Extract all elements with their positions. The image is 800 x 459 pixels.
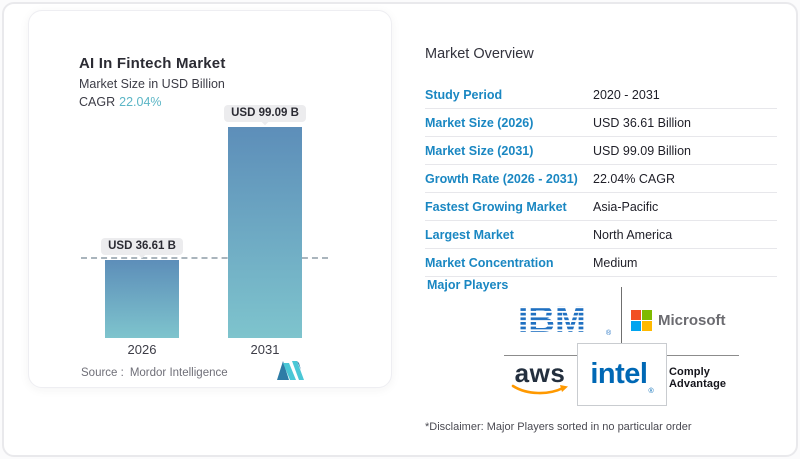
disclaimer-text: *Disclaimer: Major Players sorted in no … bbox=[425, 421, 692, 433]
row-value: 22.04% CAGR bbox=[593, 171, 675, 186]
bar-2026 bbox=[105, 260, 179, 338]
bar-group-2031: USD 99.09 B bbox=[224, 105, 306, 338]
row-label: Growth Rate (2026 - 2031) bbox=[425, 171, 578, 186]
microsoft-wordmark: Microsoft bbox=[658, 312, 726, 329]
logo-horizontal-divider-left bbox=[504, 355, 577, 356]
market-size-chart-card: AI In Fintech Market Market Size in USD … bbox=[28, 10, 392, 388]
row-value: USD 36.61 Billion bbox=[593, 115, 691, 130]
microsoft-logo: Microsoft bbox=[631, 310, 726, 331]
logo-vertical-divider bbox=[621, 287, 622, 343]
major-players-label: Major Players bbox=[427, 278, 509, 292]
row-label: Fastest Growing Market bbox=[425, 199, 567, 214]
mordor-intelligence-logo-icon bbox=[277, 361, 304, 380]
row-value: 2020 - 2031 bbox=[593, 87, 660, 102]
bar-group-2026: USD 36.61 B bbox=[101, 238, 183, 338]
table-row-fastest-growing-market: Fastest Growing Market Asia-Pacific bbox=[425, 193, 777, 221]
table-row-market-size-2026: Market Size (2026) USD 36.61 Billion bbox=[425, 109, 777, 137]
overview-table: Study Period 2020 - 2031 Market Size (20… bbox=[425, 81, 777, 277]
cagr-label: CAGR bbox=[79, 95, 116, 109]
source-line: Source : Mordor Intelligence bbox=[81, 367, 228, 379]
row-value: Asia-Pacific bbox=[593, 199, 659, 214]
cagr-value: 22.04% bbox=[119, 95, 162, 109]
chart-title: AI In Fintech Market bbox=[79, 55, 226, 72]
intel-logo: intel ® bbox=[577, 343, 667, 406]
table-row-largest-market: Largest Market North America bbox=[425, 221, 777, 249]
source-label: Source : bbox=[81, 367, 124, 379]
row-label: Market Concentration bbox=[425, 255, 554, 270]
logo-horizontal-divider-right bbox=[665, 355, 739, 356]
aws-wordmark: aws bbox=[514, 358, 566, 388]
row-label: Largest Market bbox=[425, 227, 514, 242]
ibm-registered-mark: ® bbox=[606, 330, 612, 337]
comply-advantage-line1: Comply bbox=[669, 366, 710, 378]
reference-dashed-line bbox=[81, 257, 328, 259]
row-label: Study Period bbox=[425, 87, 503, 102]
x-axis-label-2026: 2026 bbox=[127, 342, 157, 357]
bar-value-badge-2031: USD 99.09 B bbox=[224, 105, 306, 122]
bar-2031 bbox=[228, 127, 302, 338]
row-label: Market Size (2026) bbox=[425, 115, 534, 130]
overview-heading: Market Overview bbox=[425, 46, 534, 62]
intel-registered-mark: ® bbox=[648, 388, 654, 395]
aws-logo: aws bbox=[510, 360, 570, 397]
row-value: USD 99.09 Billion bbox=[593, 143, 691, 158]
microsoft-squares-icon bbox=[631, 310, 652, 331]
comply-advantage-line2: Advantage bbox=[669, 377, 727, 390]
table-row-growth-rate: Growth Rate (2026 - 2031) 22.04% CAGR bbox=[425, 165, 777, 193]
cagr-line: CAGR 22.04% bbox=[79, 95, 162, 109]
intel-wordmark: intel bbox=[590, 358, 648, 390]
table-row-study-period: Study Period 2020 - 2031 bbox=[425, 81, 777, 109]
comply-advantage-logo: Comply Advantage bbox=[669, 366, 727, 390]
row-value: North America bbox=[593, 227, 673, 242]
bar-value-badge-2026: USD 36.61 B bbox=[101, 238, 183, 255]
ibm-logo: IBM bbox=[518, 299, 586, 339]
row-label: Market Size (2031) bbox=[425, 143, 534, 158]
aws-smile-icon bbox=[511, 384, 568, 395]
table-row-market-concentration: Market Concentration Medium bbox=[425, 249, 777, 277]
x-axis-label-2031: 2031 bbox=[250, 342, 280, 357]
chart-subtitle: Market Size in USD Billion bbox=[79, 77, 225, 91]
ibm-wordmark: IBM bbox=[518, 299, 586, 339]
source-value: Mordor Intelligence bbox=[129, 367, 228, 379]
table-row-market-size-2031: Market Size (2031) USD 99.09 Billion bbox=[425, 137, 777, 165]
row-value: Medium bbox=[593, 255, 638, 270]
